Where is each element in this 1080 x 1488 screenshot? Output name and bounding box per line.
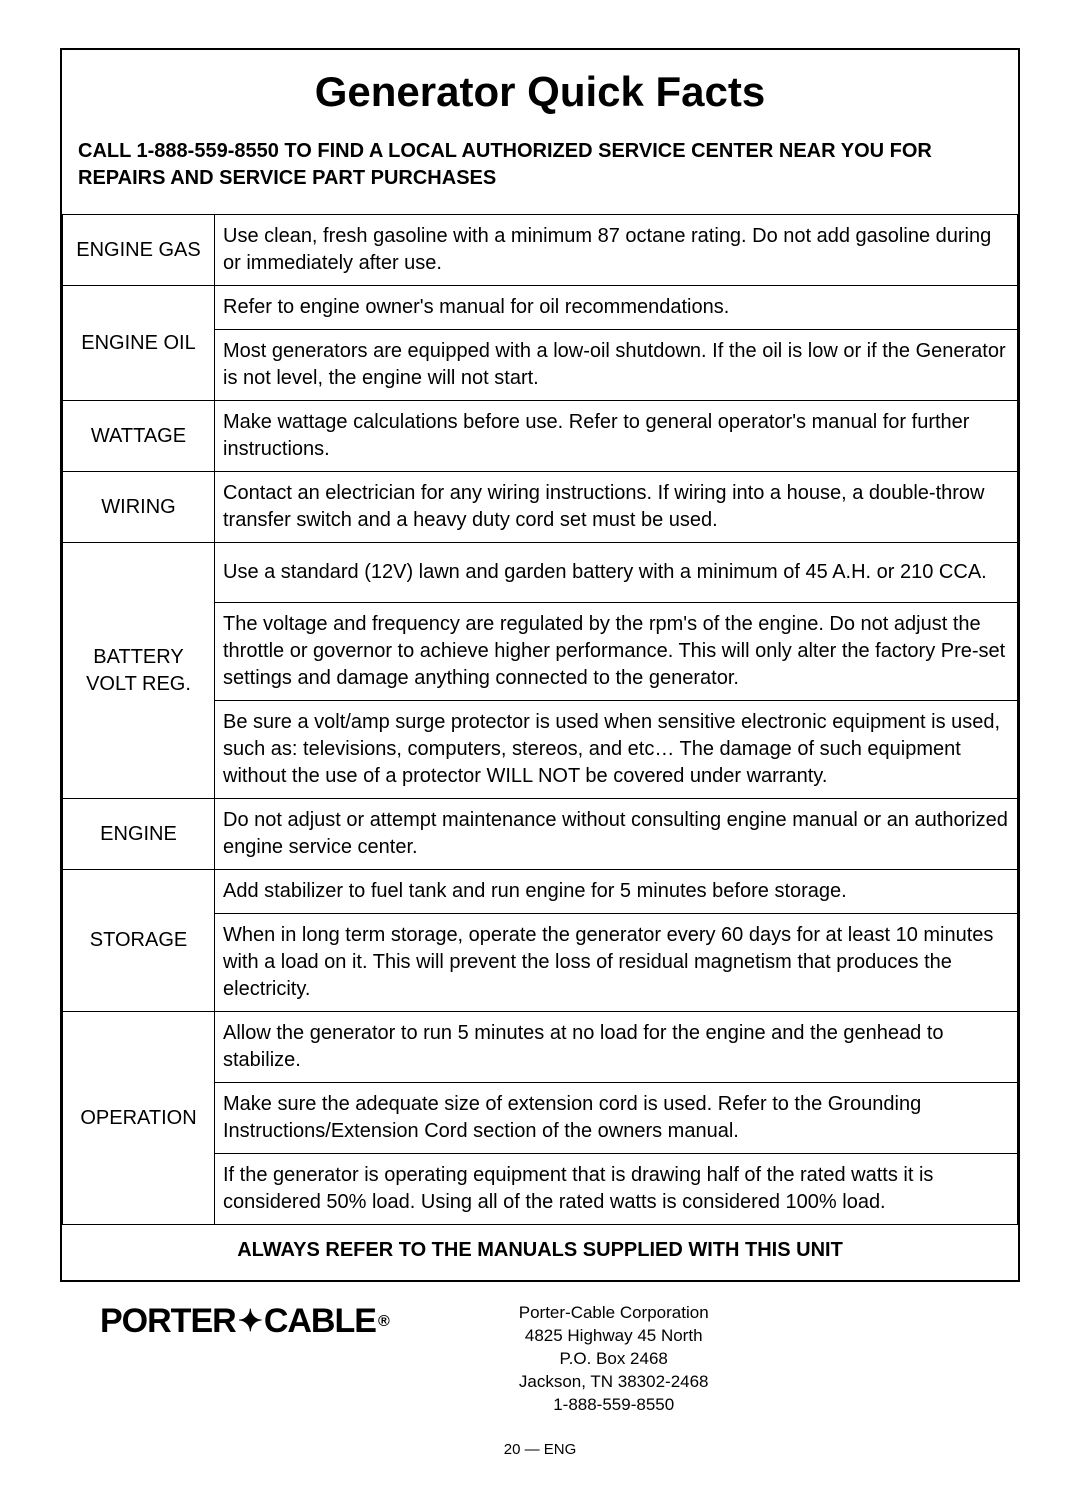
table-row: OPERATION Allow the generator to run 5 m… <box>63 1012 1018 1083</box>
facts-table: ENGINE GAS Use clean, fresh gasoline wit… <box>62 214 1018 1225</box>
page-title: Generator Quick Facts <box>62 68 1018 116</box>
manual-page: Generator Quick Facts CALL 1-888-559-855… <box>0 0 1080 1488</box>
row-body: Use clean, fresh gasoline with a minimum… <box>215 215 1018 286</box>
addr-line: Porter-Cable Corporation <box>519 1302 709 1325</box>
table-row: BATTERY VOLT REG. Use a standard (12V) l… <box>63 543 1018 603</box>
row-label-wiring: WIRING <box>63 472 215 543</box>
subhead: CALL 1-888-559-8550 TO FIND A LOCAL AUTH… <box>62 138 1018 214</box>
row-body: Use a standard (12V) lawn and garden bat… <box>215 543 1018 603</box>
row-body: Contact an electrician for any wiring in… <box>215 472 1018 543</box>
table-row: ENGINE Do not adjust or attempt maintena… <box>63 799 1018 870</box>
row-body: If the generator is operating equipment … <box>215 1154 1018 1225</box>
registered-mark: ® <box>378 1313 389 1331</box>
row-label-engine: ENGINE <box>63 799 215 870</box>
row-label-operation: OPERATION <box>63 1012 215 1225</box>
addr-line: Jackson, TN 38302-2468 <box>519 1371 709 1394</box>
row-body: When in long term storage, operate the g… <box>215 914 1018 1012</box>
table-row: STORAGE Add stabilizer to fuel tank and … <box>63 870 1018 914</box>
logo-right: CABLE <box>264 1302 376 1341</box>
row-body: The voltage and frequency are regulated … <box>215 603 1018 701</box>
brand-logo: PORTER ✦ CABLE ® <box>100 1302 389 1341</box>
row-body: Be sure a volt/amp surge protector is us… <box>215 701 1018 799</box>
logo-left: PORTER <box>100 1302 236 1341</box>
table-row: ENGINE OIL Refer to engine owner's manua… <box>63 286 1018 330</box>
row-label-storage: STORAGE <box>63 870 215 1012</box>
footer-note: ALWAYS REFER TO THE MANUALS SUPPLIED WIT… <box>62 1225 1018 1280</box>
company-address: Porter-Cable Corporation 4825 Highway 45… <box>519 1302 709 1417</box>
footer: PORTER ✦ CABLE ® Porter-Cable Corporatio… <box>60 1302 1020 1417</box>
row-label-engine-oil: ENGINE OIL <box>63 286 215 401</box>
table-row: WATTAGE Make wattage calculations before… <box>63 401 1018 472</box>
row-label-engine-gas: ENGINE GAS <box>63 215 215 286</box>
table-row: WIRING Contact an electrician for any wi… <box>63 472 1018 543</box>
page-number: 20 — ENG <box>60 1441 1020 1458</box>
plus-icon: ✦ <box>238 1307 262 1337</box>
addr-line: P.O. Box 2468 <box>519 1348 709 1371</box>
quick-facts-box: Generator Quick Facts CALL 1-888-559-855… <box>60 48 1020 1282</box>
row-body: Refer to engine owner's manual for oil r… <box>215 286 1018 330</box>
addr-line: 4825 Highway 45 North <box>519 1325 709 1348</box>
addr-line: 1-888-559-8550 <box>519 1394 709 1417</box>
row-label-wattage: WATTAGE <box>63 401 215 472</box>
row-body: Add stabilizer to fuel tank and run engi… <box>215 870 1018 914</box>
row-body: Make wattage calculations before use. Re… <box>215 401 1018 472</box>
table-row: ENGINE GAS Use clean, fresh gasoline wit… <box>63 215 1018 286</box>
row-body: Do not adjust or attempt maintenance wit… <box>215 799 1018 870</box>
row-label-battery: BATTERY VOLT REG. <box>63 543 215 799</box>
row-body: Most generators are equipped with a low-… <box>215 330 1018 401</box>
row-body: Allow the generator to run 5 minutes at … <box>215 1012 1018 1083</box>
row-body: Make sure the adequate size of extension… <box>215 1083 1018 1154</box>
